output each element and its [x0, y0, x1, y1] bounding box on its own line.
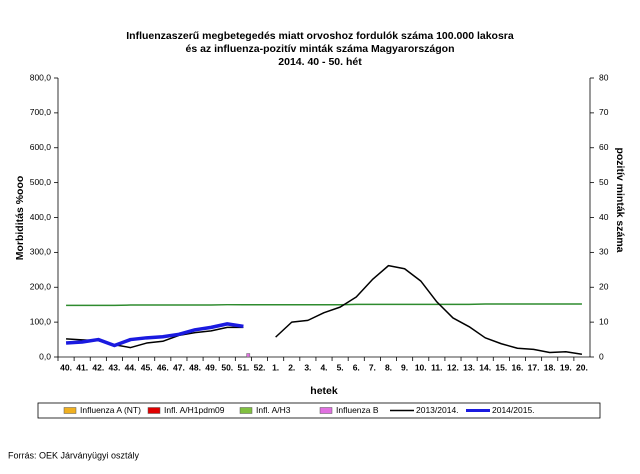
y2-axis-label: pozitív minták száma [614, 147, 626, 252]
x-tick-label: 51. [237, 362, 249, 372]
legend-swatch [63, 407, 77, 414]
y2-tick-label: 70 [599, 107, 609, 117]
x-tick-label: 8. [385, 362, 392, 372]
y-axis-label: Morbiditás %ooo [14, 176, 26, 261]
x-tick-label: 43. [109, 362, 121, 372]
x-tick-label: 13. [463, 362, 475, 372]
y2-tick-label: 0 [599, 351, 604, 361]
source: Forrás: OEK Járványügyi osztály [8, 450, 140, 460]
x-tick-label: 9. [401, 362, 408, 372]
legend-swatch [319, 407, 333, 414]
legend-label: Infl. A/H3 [256, 405, 291, 415]
x-tick-label: 47. [173, 362, 185, 372]
x-tick-label: 48. [189, 362, 201, 372]
y-tick-label: 700,0 [30, 107, 52, 117]
y2-tick-label: 30 [599, 247, 609, 257]
y2-tick-label: 60 [599, 142, 609, 152]
x-tick-label: 42. [92, 362, 104, 372]
y-tick-label: 0,0 [39, 351, 51, 361]
x-tick-label: 41. [76, 362, 88, 372]
x-tick-label: 10. [415, 362, 427, 372]
y-tick-label: 400,0 [30, 212, 52, 222]
x-tick-label: 1. [272, 362, 279, 372]
x-tick-label: 40. [60, 362, 72, 372]
threshold-line [66, 303, 582, 307]
x-tick-label: 15. [495, 362, 507, 372]
legend-label: Influenza A (NT) [80, 405, 141, 415]
x-tick-label: 4. [320, 362, 327, 372]
x-tick-label: 14. [479, 362, 491, 372]
x-tick-label: 3. [304, 362, 311, 372]
y2-tick-label: 20 [599, 282, 609, 292]
chart-title: és az influenza-pozitív minták száma Mag… [186, 43, 455, 55]
y-tick-label: 200,0 [30, 282, 52, 292]
legend-box [37, 402, 601, 419]
x-tick-label: 20. [576, 362, 588, 372]
x-tick-label: 46. [157, 362, 169, 372]
y-tick-label: 300,0 [30, 247, 52, 257]
x-tick-label: 6. [353, 362, 360, 372]
legend-label: Influenza B [336, 405, 379, 415]
x-tick-label: 49. [205, 362, 217, 372]
x-tick-label: 12. [447, 362, 459, 372]
legend-swatch [239, 407, 253, 414]
y-tick-label: 600,0 [30, 142, 52, 152]
x-axis-label: hetek [310, 385, 338, 397]
legend-label: Infl. A/H1pdm09 [164, 405, 225, 415]
x-tick-label: 5. [337, 362, 344, 372]
y2-tick-label: 10 [599, 316, 609, 326]
x-tick-label: 52. [254, 362, 266, 372]
legend-swatch [147, 407, 161, 414]
x-tick-label: 17. [528, 362, 540, 372]
series-line [65, 322, 244, 348]
x-tick-label: 16. [512, 362, 524, 372]
chart-title: 2014. 40 - 50. hét [278, 56, 362, 68]
y2-tick-label: 50 [599, 177, 609, 187]
y-tick-label: 800,0 [30, 72, 52, 82]
x-tick-label: 2. [288, 362, 295, 372]
x-tick-label: 7. [369, 362, 376, 372]
bar [246, 353, 251, 358]
legend-label: 2014/2015. [492, 405, 535, 415]
series-line [66, 264, 583, 355]
x-tick-label: 45. [141, 362, 153, 372]
x-tick-label: 11. [431, 362, 442, 372]
y2-tick-label: 40 [599, 212, 609, 222]
x-tick-label: 19. [560, 362, 572, 372]
legend-label: 2013/2014. [416, 405, 459, 415]
x-tick-label: 44. [125, 362, 137, 372]
y-tick-label: 500,0 [30, 177, 52, 187]
y2-tick-label: 80 [599, 72, 609, 82]
x-tick-label: 50. [221, 362, 233, 372]
chart-title: Influenzaszerű megbetegedés miatt orvosh… [126, 30, 514, 42]
x-tick-label: 18. [544, 362, 556, 372]
y-tick-label: 100,0 [30, 316, 52, 326]
